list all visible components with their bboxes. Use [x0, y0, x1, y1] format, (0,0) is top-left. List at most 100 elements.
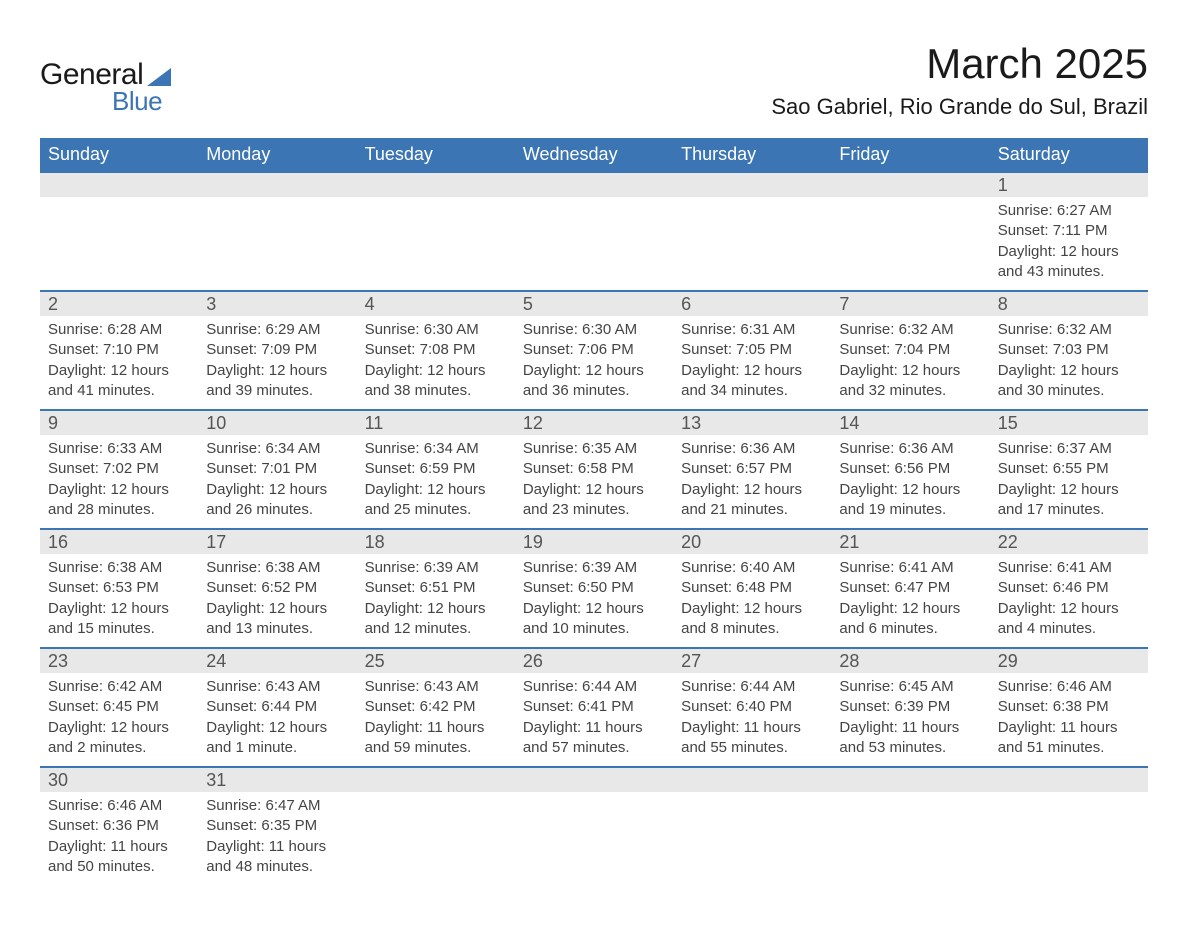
daylight-text: Daylight: 12 hours and 34 minutes. — [681, 361, 823, 402]
week-content-row: Sunrise: 6:33 AMSunset: 7:02 PMDaylight:… — [40, 435, 1148, 529]
day-cell-number: 1 — [990, 172, 1148, 197]
day-number: 8 — [990, 292, 1148, 316]
day-details: Sunrise: 6:36 AMSunset: 6:56 PMDaylight:… — [831, 435, 989, 528]
day-number: 28 — [831, 649, 989, 673]
day-cell-number: 6 — [673, 291, 831, 316]
day-cell-number: 8 — [990, 291, 1148, 316]
day-cell-content — [831, 792, 989, 885]
day-cell-content — [515, 792, 673, 885]
day-details: Sunrise: 6:38 AMSunset: 6:53 PMDaylight:… — [40, 554, 198, 647]
daylight-text: Daylight: 11 hours and 50 minutes. — [48, 837, 190, 878]
calendar-table: SundayMondayTuesdayWednesdayThursdayFrid… — [40, 138, 1148, 885]
day-cell-number: 18 — [357, 529, 515, 554]
day-cell-number: 5 — [515, 291, 673, 316]
day-cell-number: 24 — [198, 648, 356, 673]
day-header: Monday — [198, 138, 356, 172]
day-cell-number: 31 — [198, 767, 356, 792]
day-details — [831, 792, 989, 872]
day-header: Tuesday — [357, 138, 515, 172]
sunrise-text: Sunrise: 6:32 AM — [839, 320, 981, 340]
sunset-text: Sunset: 6:51 PM — [365, 578, 507, 598]
day-details — [40, 197, 198, 277]
title-block: March 2025 Sao Gabriel, Rio Grande do Su… — [771, 40, 1148, 120]
day-details: Sunrise: 6:30 AMSunset: 7:06 PMDaylight:… — [515, 316, 673, 409]
day-cell-content — [515, 197, 673, 291]
day-number: 22 — [990, 530, 1148, 554]
day-details: Sunrise: 6:29 AMSunset: 7:09 PMDaylight:… — [198, 316, 356, 409]
sunset-text: Sunset: 6:36 PM — [48, 816, 190, 836]
sunrise-text: Sunrise: 6:41 AM — [839, 558, 981, 578]
daylight-text: Daylight: 11 hours and 53 minutes. — [839, 718, 981, 759]
day-cell-content: Sunrise: 6:34 AMSunset: 6:59 PMDaylight:… — [357, 435, 515, 529]
calendar-head: SundayMondayTuesdayWednesdayThursdayFrid… — [40, 138, 1148, 172]
day-number: 16 — [40, 530, 198, 554]
day-cell-number — [198, 172, 356, 197]
day-cell-content: Sunrise: 6:33 AMSunset: 7:02 PMDaylight:… — [40, 435, 198, 529]
day-cell-content: Sunrise: 6:27 AMSunset: 7:11 PMDaylight:… — [990, 197, 1148, 291]
day-header: Thursday — [673, 138, 831, 172]
week-content-row: Sunrise: 6:27 AMSunset: 7:11 PMDaylight:… — [40, 197, 1148, 291]
day-cell-content: Sunrise: 6:44 AMSunset: 6:41 PMDaylight:… — [515, 673, 673, 767]
day-cell-content — [40, 197, 198, 291]
day-details: Sunrise: 6:43 AMSunset: 6:42 PMDaylight:… — [357, 673, 515, 766]
day-cell-number: 26 — [515, 648, 673, 673]
daylight-text: Daylight: 12 hours and 41 minutes. — [48, 361, 190, 402]
sunrise-text: Sunrise: 6:31 AM — [681, 320, 823, 340]
day-details: Sunrise: 6:32 AMSunset: 7:03 PMDaylight:… — [990, 316, 1148, 409]
sunset-text: Sunset: 7:03 PM — [998, 340, 1140, 360]
day-cell-content: Sunrise: 6:32 AMSunset: 7:04 PMDaylight:… — [831, 316, 989, 410]
day-cell-number: 21 — [831, 529, 989, 554]
daylight-text: Daylight: 12 hours and 28 minutes. — [48, 480, 190, 521]
day-cell-number: 30 — [40, 767, 198, 792]
day-details: Sunrise: 6:44 AMSunset: 6:41 PMDaylight:… — [515, 673, 673, 766]
sunset-text: Sunset: 7:08 PM — [365, 340, 507, 360]
day-details — [831, 197, 989, 277]
week-content-row: Sunrise: 6:28 AMSunset: 7:10 PMDaylight:… — [40, 316, 1148, 410]
sunset-text: Sunset: 7:11 PM — [998, 221, 1140, 241]
day-number — [40, 173, 198, 197]
day-number: 17 — [198, 530, 356, 554]
day-cell-content: Sunrise: 6:42 AMSunset: 6:45 PMDaylight:… — [40, 673, 198, 767]
day-number — [357, 173, 515, 197]
day-number: 11 — [357, 411, 515, 435]
sunset-text: Sunset: 6:46 PM — [998, 578, 1140, 598]
day-details: Sunrise: 6:47 AMSunset: 6:35 PMDaylight:… — [198, 792, 356, 885]
day-cell-number: 13 — [673, 410, 831, 435]
sunset-text: Sunset: 6:45 PM — [48, 697, 190, 717]
day-cell-content: Sunrise: 6:41 AMSunset: 6:46 PMDaylight:… — [990, 554, 1148, 648]
sunset-text: Sunset: 6:44 PM — [206, 697, 348, 717]
day-cell-content: Sunrise: 6:39 AMSunset: 6:50 PMDaylight:… — [515, 554, 673, 648]
sunset-text: Sunset: 6:56 PM — [839, 459, 981, 479]
day-cell-number: 19 — [515, 529, 673, 554]
day-cell-number: 16 — [40, 529, 198, 554]
day-number: 26 — [515, 649, 673, 673]
daylight-text: Daylight: 11 hours and 51 minutes. — [998, 718, 1140, 759]
day-number: 24 — [198, 649, 356, 673]
day-details: Sunrise: 6:30 AMSunset: 7:08 PMDaylight:… — [357, 316, 515, 409]
sunrise-text: Sunrise: 6:36 AM — [839, 439, 981, 459]
sunrise-text: Sunrise: 6:43 AM — [206, 677, 348, 697]
daylight-text: Daylight: 12 hours and 19 minutes. — [839, 480, 981, 521]
sunrise-text: Sunrise: 6:35 AM — [523, 439, 665, 459]
calendar-body: 1Sunrise: 6:27 AMSunset: 7:11 PMDaylight… — [40, 172, 1148, 885]
day-cell-content: Sunrise: 6:35 AMSunset: 6:58 PMDaylight:… — [515, 435, 673, 529]
day-details — [357, 792, 515, 872]
day-number — [515, 768, 673, 792]
daylight-text: Daylight: 12 hours and 26 minutes. — [206, 480, 348, 521]
day-cell-number — [40, 172, 198, 197]
sunset-text: Sunset: 6:50 PM — [523, 578, 665, 598]
sunrise-text: Sunrise: 6:34 AM — [206, 439, 348, 459]
day-cell-number: 28 — [831, 648, 989, 673]
day-cell-number: 27 — [673, 648, 831, 673]
daylight-text: Daylight: 12 hours and 6 minutes. — [839, 599, 981, 640]
logo-triangle-icon — [147, 68, 171, 86]
day-details: Sunrise: 6:32 AMSunset: 7:04 PMDaylight:… — [831, 316, 989, 409]
daylight-text: Daylight: 12 hours and 2 minutes. — [48, 718, 190, 759]
day-details: Sunrise: 6:27 AMSunset: 7:11 PMDaylight:… — [990, 197, 1148, 290]
day-cell-number: 10 — [198, 410, 356, 435]
daylight-text: Daylight: 12 hours and 23 minutes. — [523, 480, 665, 521]
day-cell-number — [831, 767, 989, 792]
day-details: Sunrise: 6:38 AMSunset: 6:52 PMDaylight:… — [198, 554, 356, 647]
sunset-text: Sunset: 6:59 PM — [365, 459, 507, 479]
day-details: Sunrise: 6:44 AMSunset: 6:40 PMDaylight:… — [673, 673, 831, 766]
